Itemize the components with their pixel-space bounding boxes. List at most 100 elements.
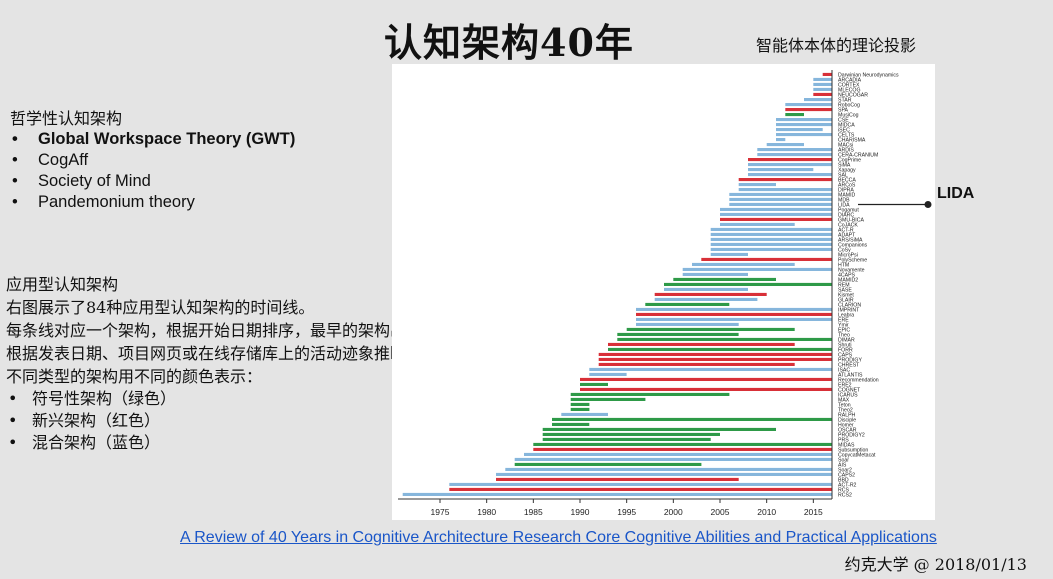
list-item: CogAff	[10, 150, 295, 171]
timeline-bar	[608, 342, 795, 346]
architecture-label: REM	[838, 282, 850, 288]
legend-emergent: 新兴架构（红色）	[6, 410, 518, 432]
philosophical-section: 哲学性认知架构 Global Workspace Theory (GWT) Co…	[10, 108, 295, 213]
architecture-label: ARS/SiMA	[838, 237, 863, 243]
architecture-label: MAMID	[838, 192, 856, 198]
architecture-label: CoJACK	[838, 222, 858, 228]
timeline-bar	[505, 467, 832, 471]
timeline-bar	[710, 247, 832, 251]
timeline-bar	[720, 217, 832, 221]
page-title: 认知架构40年	[384, 20, 634, 65]
timeline-bar	[776, 118, 832, 122]
credit-line: 约克大学 @ 2018/01/13	[844, 555, 1027, 574]
timeline-bar	[533, 447, 832, 451]
timeline-bar	[682, 267, 832, 271]
timeline-bar	[542, 427, 776, 431]
timeline-bar	[804, 98, 832, 102]
timeline-bar	[617, 332, 739, 336]
timeline-bar	[710, 242, 832, 246]
x-tick-label: 1975	[431, 507, 450, 517]
timeline-bar	[626, 327, 795, 331]
timeline-bar	[813, 77, 832, 81]
applied-line: 每条线对应一个架构，根据开始日期排序，最早的架构出现在图像底部。	[6, 321, 519, 340]
timeline-bar	[524, 452, 832, 456]
architecture-label: GMU-BICA	[838, 217, 864, 223]
architecture-label: ERE2	[838, 382, 852, 388]
timeline-bar	[654, 297, 758, 301]
architecture-label: MicroPsi	[838, 252, 858, 258]
architecture-label: Pogamut	[838, 207, 859, 213]
architecture-label: RoboCog	[838, 102, 860, 108]
timeline-bar	[776, 133, 832, 137]
timeline-bar	[570, 407, 590, 411]
architecture-label: CoSy	[838, 247, 851, 253]
x-tick-label: 1990	[571, 507, 590, 517]
architecture-label: ARDIS	[838, 147, 854, 153]
architecture-label: Soar2	[838, 467, 852, 473]
architecture-label: CERA-CRANIUM	[838, 152, 878, 158]
x-tick-label: 1980	[477, 507, 496, 517]
architecture-label: Ymir	[838, 322, 849, 328]
timeline-bar	[449, 487, 832, 491]
timeline-bar	[636, 307, 832, 311]
architecture-label: MIDCA	[838, 122, 855, 128]
timeline-bar	[514, 462, 702, 466]
architecture-label: iSEC	[838, 127, 850, 133]
architecture-label: BBD	[838, 477, 849, 483]
architecture-label: CopycatMetacat	[838, 452, 876, 458]
architecture-label: COGNET	[838, 387, 861, 393]
philosophical-list: Global Workspace Theory (GWT) CogAff Soc…	[10, 129, 295, 213]
architecture-label: SPA	[838, 107, 849, 113]
timeline-chart: Darwinian Neurodynamics ARCADIA CORTEX MLEC…	[392, 64, 935, 520]
architecture-label: STAR	[838, 97, 852, 103]
timeline-bar	[598, 362, 795, 366]
architecture-label: RCS	[838, 487, 849, 493]
architecture-label: MusiCog	[838, 112, 859, 118]
timeline-bar	[766, 143, 804, 147]
architecture-label: PRODIGY	[838, 357, 862, 363]
architecture-label: DIMAR	[838, 337, 855, 343]
timeline-bar	[617, 337, 832, 341]
timeline-bar	[748, 168, 814, 172]
architecture-label: DIARC	[838, 212, 854, 218]
list-item: Pandemonium theory	[10, 192, 295, 213]
architecture-label: CHREST	[838, 362, 860, 368]
applied-line: 根据发表日期、项目网页或在线存储库上的活动迹象推断起止时间线。	[6, 344, 503, 363]
timeline-bar	[720, 222, 795, 226]
architecture-label: 4CAPS	[838, 272, 856, 278]
color-legend-list: 符号性架构（绿色） 新兴架构（红色） 混合架构（蓝色）	[6, 388, 518, 454]
x-tick-label: 2005	[711, 507, 730, 517]
philosophical-heading: 哲学性认知架构	[10, 109, 123, 128]
timeline-bar	[738, 188, 832, 192]
x-tick-label: 1985	[524, 507, 543, 517]
architecture-label: PolyScheme	[838, 257, 867, 263]
timeline-bar	[757, 148, 832, 152]
timeline-bar	[785, 108, 832, 112]
architecture-label: Disciple	[838, 417, 856, 423]
timeline-bar	[757, 153, 832, 157]
architecture-label: RALPH	[838, 412, 856, 418]
architecture-label: MIDAS	[838, 442, 855, 448]
timeline-bar	[598, 357, 832, 361]
architecture-label: MDB	[838, 197, 850, 203]
timeline-bar	[785, 113, 804, 117]
architecture-label: RCS2	[838, 492, 852, 498]
architecture-label: NEUCOGAR	[838, 92, 868, 98]
architecture-label: LIDA	[838, 202, 850, 208]
architecture-label: Novamente	[838, 267, 865, 273]
architecture-label: CELTS	[838, 132, 855, 138]
architecture-label: Shruti	[838, 342, 852, 348]
page-subtitle: 智能体本体的理论投影	[756, 36, 917, 55]
applied-line: 右图展示了84种应用型认知架构的时间线。	[6, 298, 315, 317]
architecture-label: Recommendation	[838, 377, 879, 383]
architecture-label: GLAIR	[838, 297, 854, 303]
architecture-label: Subsumption	[838, 447, 868, 453]
architecture-label: CLARION	[838, 302, 861, 308]
x-tick-label: 2015	[804, 507, 823, 517]
timeline-bar	[561, 412, 608, 416]
architecture-label: ACT-R	[838, 227, 854, 233]
architecture-label: AIS	[838, 462, 847, 468]
architecture-label: Theo2	[838, 407, 853, 413]
architecture-label: MAMID2	[838, 277, 858, 283]
reference-link[interactable]: A Review of 40 Years in Cognitive Archit…	[180, 529, 937, 546]
